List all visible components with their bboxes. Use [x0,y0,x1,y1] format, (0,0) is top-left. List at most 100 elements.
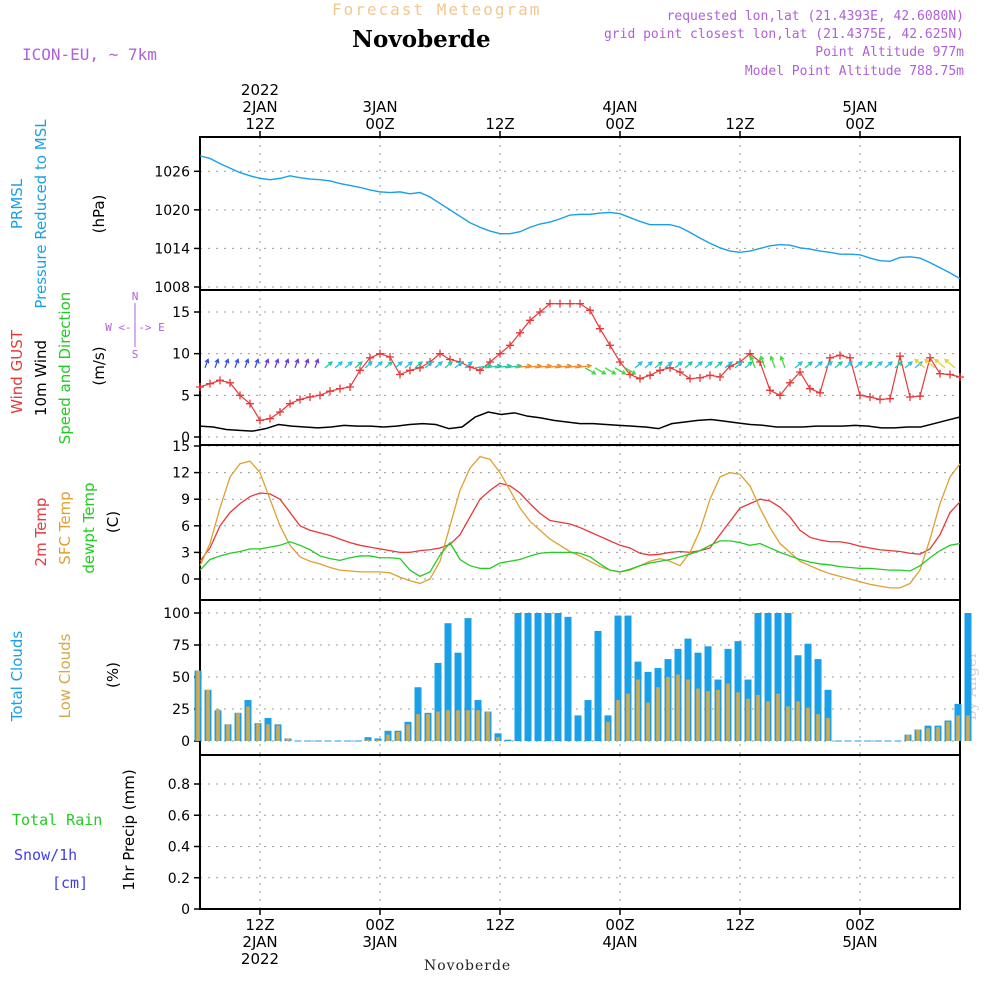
total-cloud-bar [764,613,772,741]
wind-direction-arrow [624,367,637,375]
time-label-top: 2JAN [242,98,277,116]
gust-marker [686,374,694,383]
low-cloud-bar [606,721,610,741]
gust-marker [366,353,374,362]
time-label-top: 2022 [241,81,279,99]
tick-label-y: 1020 [154,203,190,219]
low-cloud-bar [636,679,640,741]
low-cloud-bar [706,691,710,741]
gust-marker [816,388,824,397]
low-cloud-bar [386,734,390,741]
dewpt-line [199,540,961,578]
panel-precip: 0 0.2 0.4 0.6 0.8 [168,754,961,918]
gust-marker [306,393,314,401]
label-ms: (m/s) [90,346,108,385]
time-label-bottom: 00Z [605,916,634,934]
wind-direction-arrow [644,361,653,369]
tick-label-y: 1026 [154,164,190,180]
total-cloud-bar [564,616,572,741]
tick-label-y: 0 [181,734,190,750]
low-cloud-bar [716,689,720,741]
compass-south: S [132,348,139,361]
gust-marker [666,363,674,372]
low-cloud-bar [226,724,230,741]
gust-marker [416,363,424,372]
tick-label-y: 3 [181,545,190,561]
gust-marker [266,414,274,423]
wind-direction-arrow [804,361,813,369]
low-cloud-bar [486,711,490,741]
gust-marker [916,392,924,401]
wind-direction-arrow [864,361,873,369]
total-cloud-bar [574,715,582,741]
gust-marker [796,368,804,376]
total-cloud-bar [594,630,602,741]
pressure-line [199,155,961,280]
wind-direction-arrow [759,355,766,369]
time-label-bottom: 00Z [365,916,394,934]
time-label-bottom: 2022 [241,950,279,968]
panel-temperature: 0 3 6 9 12 15 [172,439,961,601]
time-label-bottom: 00Z [845,916,874,934]
wind-direction-arrow [734,361,743,369]
wind-direction-arrow [814,361,823,369]
gust-marker [286,399,294,408]
wind-direction-arrow [749,355,756,369]
tick-label-y: 6 [181,519,190,535]
gust-marker [196,383,204,391]
low-cloud-bar [796,701,800,741]
gust-marker [206,379,214,388]
gust-marker [636,374,644,383]
gust-marker [586,306,594,315]
wind-direction-arrow [324,361,333,369]
low-cloud-bar [406,724,410,741]
label-sfc-temp: SFC Temp [56,491,74,564]
panel-frame [199,136,961,291]
total-cloud-bar [454,652,462,741]
gust-marker [696,373,704,382]
total-cloud-bar [514,613,522,741]
gust-marker [576,299,584,308]
wind-direction-arrow [769,355,776,369]
legend-total-rain: Total Rain [12,811,102,829]
gust-marker [836,351,844,360]
gust-marker [436,349,444,358]
info-point-altitude: Point Altitude 977m [815,45,964,60]
low-cloud-bar [466,710,470,741]
label-celsius: (C) [104,511,122,533]
wind-direction-arrow [654,361,663,369]
wind-direction-arrow [794,361,803,369]
label-total-clouds: Total Clouds [8,631,26,723]
low-cloud-bar [276,725,280,741]
wind-direction-arrow [584,367,597,375]
tick-label-y: 1014 [154,241,190,257]
label-wind-gust: Wind GUST [8,329,26,414]
wind-direction-arrow [944,358,956,369]
wind-direction-arrow [694,361,703,369]
low-cloud-bar [816,714,820,741]
label-percent: (%) [104,662,122,688]
location-title: Novoberde [352,26,491,53]
wind-direction-arrow [214,358,220,369]
wind-direction-arrow [384,361,393,369]
total-cloud-bar [554,613,562,741]
gust-marker [316,391,324,400]
label-prmsl: PRMSL [8,178,26,229]
wind-direction-arrow [744,361,753,369]
time-label-top: 12Z [485,115,514,133]
wind-direction-arrow [204,358,210,369]
tick-label-y: 9 [181,492,190,508]
low-cloud-bar [676,674,680,741]
low-cloud-bar [666,677,670,741]
time-label-top: 12Z [725,115,754,133]
low-cloud-bar [766,701,770,741]
total-cloud-bar [754,613,762,741]
sfc-temp-line [199,455,961,589]
low-cloud-bar [746,698,750,741]
info-model-altitude: Model Point Altitude 788.75m [744,64,964,79]
low-cloud-bar [776,693,780,741]
wind-direction-arrow [344,361,353,369]
total-cloud-bar [624,615,632,741]
wind-direction-arrow [314,358,320,369]
wind-direction-arrow [634,361,643,369]
